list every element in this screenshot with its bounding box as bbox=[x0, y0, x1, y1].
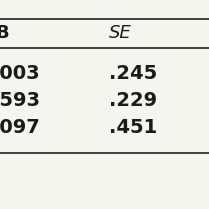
Text: .451: .451 bbox=[109, 118, 157, 137]
Text: .593: .593 bbox=[0, 91, 40, 110]
Text: B: B bbox=[0, 24, 9, 42]
Text: .003: .003 bbox=[0, 64, 39, 83]
Text: SE: SE bbox=[109, 24, 131, 42]
Text: .097: .097 bbox=[0, 118, 39, 137]
Text: .245: .245 bbox=[109, 64, 157, 83]
Text: .229: .229 bbox=[109, 91, 157, 110]
